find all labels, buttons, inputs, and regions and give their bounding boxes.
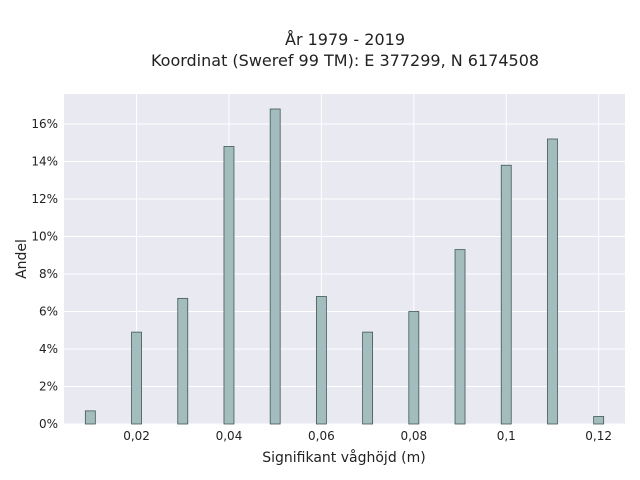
y-tick-label: 6% — [39, 305, 58, 319]
y-tick-label: 12% — [31, 192, 58, 206]
bar — [362, 331, 374, 425]
x-tick-labels: 0,02 0,04 0,06 0,08 0,1 0,12 — [123, 429, 612, 443]
x-tick-label: 0,04 — [216, 429, 243, 443]
y-tick-label: 16% — [31, 117, 58, 131]
y-tick-label: 14% — [31, 155, 58, 169]
chart-title-line-1: År 1979 - 2019 — [285, 30, 405, 49]
x-axis-label: Signifikant våghöjd (m) — [262, 449, 425, 466]
y-tick-label: 10% — [31, 230, 58, 244]
chart-title-line-2: Koordinat (Sweref 99 TM): E 377299, N 61… — [151, 51, 539, 70]
bar — [408, 311, 420, 425]
x-tick-label: 0,08 — [400, 429, 427, 443]
y-tick-label: 2% — [39, 380, 58, 394]
bar — [269, 108, 281, 425]
bar — [177, 297, 189, 425]
bar — [500, 164, 512, 425]
bar — [223, 146, 235, 425]
bar — [84, 410, 96, 425]
y-tick-labels: 0% 2% 4% 6% 8% 10% 12% 14% 16% — [31, 117, 58, 431]
bar — [454, 249, 466, 425]
x-tick-label: 0,02 — [123, 429, 150, 443]
y-axis-label: Andel — [14, 239, 30, 279]
x-tick-label: 0,1 — [497, 429, 516, 443]
y-tick-label: 8% — [39, 267, 58, 281]
y-tick-label: 0% — [39, 417, 58, 431]
bar — [593, 416, 605, 425]
bar — [547, 138, 558, 425]
plot-area — [64, 94, 625, 424]
x-tick-label: 0,06 — [308, 429, 335, 443]
y-tick-label: 4% — [39, 342, 58, 356]
bar — [315, 296, 327, 425]
x-tick-label: 0,12 — [585, 429, 612, 443]
bar — [131, 331, 142, 425]
bar-layer — [84, 108, 605, 425]
